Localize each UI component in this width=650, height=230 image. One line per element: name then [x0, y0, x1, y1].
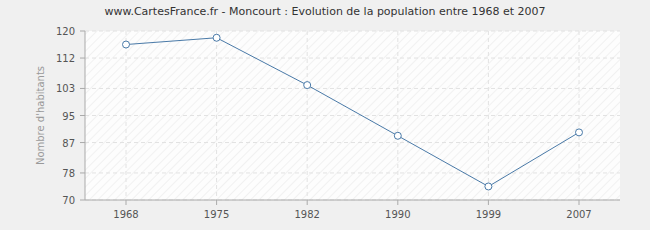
y-tick — [80, 115, 85, 116]
x-grid-line — [397, 31, 398, 200]
marker — [213, 34, 220, 41]
x-tick-label: 1975 — [204, 209, 229, 220]
marker — [394, 132, 401, 139]
y-axis — [85, 31, 86, 200]
x-grid-line — [126, 31, 127, 200]
y-grid-line — [85, 88, 620, 89]
x-tick — [488, 200, 489, 205]
x-tick-label: 1990 — [385, 209, 410, 220]
y-tick — [80, 31, 85, 32]
x-tick — [397, 200, 398, 205]
y-tick — [80, 200, 85, 201]
title: www.CartesFrance.fr - Moncourt : Evoluti… — [104, 5, 545, 18]
y-tick-label: 103 — [56, 83, 75, 94]
y-grid-line — [85, 142, 620, 143]
x-axis — [85, 200, 620, 201]
y-tick-label: 120 — [56, 26, 75, 37]
y-tick-label: 78 — [62, 168, 75, 179]
x-tick-label: 2007 — [566, 209, 591, 220]
y-tick-label: 95 — [62, 111, 75, 122]
x-grid-line — [488, 31, 489, 200]
marker — [576, 129, 583, 136]
marker — [304, 82, 311, 89]
series — [123, 34, 583, 190]
chart-container: www.CartesFrance.fr - Moncourt : Evoluti… — [0, 0, 650, 230]
x-tick — [579, 200, 580, 205]
y-tick — [80, 58, 85, 59]
y-tick — [80, 88, 85, 89]
y-grid-line — [85, 31, 620, 32]
marker — [123, 41, 130, 48]
x-tick — [126, 200, 127, 205]
line — [126, 38, 579, 187]
y-axis-label: Nombre d'habitants — [35, 66, 46, 165]
y-grid-line — [85, 115, 620, 116]
background — [0, 0, 650, 230]
y-grid-line — [85, 172, 620, 173]
plot-area — [85, 31, 620, 200]
chart: www.CartesFrance.fr - Moncourt : Evoluti… — [0, 0, 650, 230]
y-tick-label: 70 — [62, 195, 75, 206]
x-grid-line — [307, 31, 308, 200]
y-tick — [80, 172, 85, 173]
y-tick-label: 87 — [62, 138, 75, 149]
x-tick-label: 1999 — [476, 209, 501, 220]
y-tick-label: 112 — [56, 53, 75, 64]
x-grid-line — [216, 31, 217, 200]
x-tick-label: 1968 — [113, 209, 138, 220]
marker — [485, 183, 492, 190]
y-grid-line — [85, 58, 620, 59]
x-tick — [307, 200, 308, 205]
x-grid-line — [579, 31, 580, 200]
y-grid-line — [85, 200, 620, 201]
y-tick — [80, 142, 85, 143]
x-tick — [216, 200, 217, 205]
x-tick-label: 1982 — [294, 209, 319, 220]
